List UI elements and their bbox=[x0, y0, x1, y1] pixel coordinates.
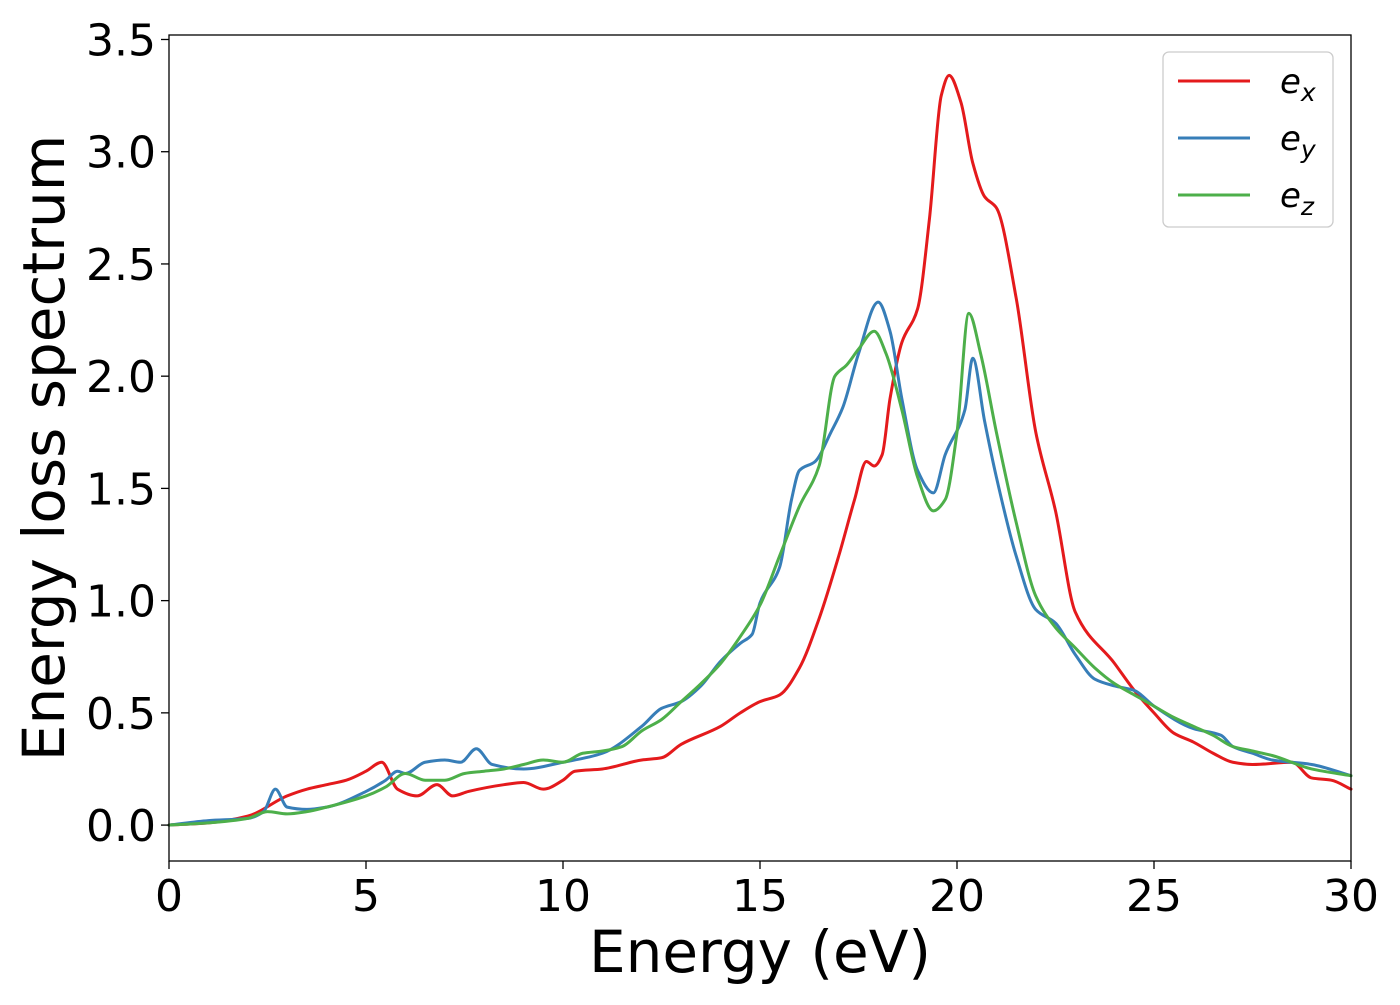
x-axis-label: Energy (eV) bbox=[589, 918, 931, 986]
x-tick-label: 15 bbox=[732, 871, 788, 922]
plot-lines bbox=[167, 73, 1353, 827]
y-tick-label: 1.5 bbox=[86, 464, 156, 515]
series-line-e-z bbox=[167, 311, 1353, 827]
x-axis: 0 5 10 15 20 25 30 bbox=[155, 861, 1379, 922]
y-tick-label: 2.5 bbox=[86, 240, 156, 291]
legend-label-e-y: ey bbox=[1280, 119, 1317, 164]
y-axis: 0.0 0.5 1.0 1.5 2.0 2.5 3.0 3.5 bbox=[86, 15, 169, 852]
y-tick-label: 2.0 bbox=[86, 352, 156, 403]
y-tick-label: 1.0 bbox=[86, 577, 156, 628]
y-tick-label: 0.5 bbox=[86, 689, 156, 740]
series-line-e-y bbox=[167, 300, 1353, 827]
legend: ex ey ez bbox=[1162, 51, 1334, 228]
x-tick-label: 5 bbox=[352, 871, 380, 922]
y-tick-label: 3.0 bbox=[86, 128, 156, 179]
x-tick-label: 25 bbox=[1126, 871, 1182, 922]
y-tick-label: 0.0 bbox=[86, 801, 156, 852]
y-axis-label: Energy loss spectrum bbox=[10, 135, 78, 761]
y-tick-label: 3.5 bbox=[86, 15, 156, 66]
legend-label-e-x: ex bbox=[1280, 62, 1316, 107]
x-tick-label: 10 bbox=[535, 871, 591, 922]
x-tick-label: 0 bbox=[155, 871, 183, 922]
x-tick-label: 20 bbox=[929, 871, 985, 922]
legend-label-e-z: ez bbox=[1280, 176, 1315, 221]
x-tick-label: 30 bbox=[1323, 871, 1379, 922]
